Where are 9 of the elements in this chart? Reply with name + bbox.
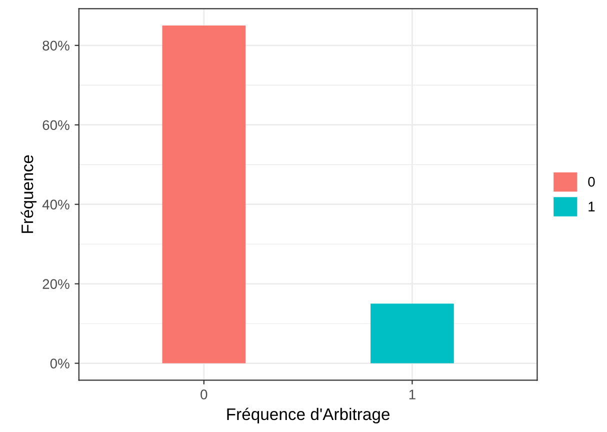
y-axis-title: Fréquence: [20, 155, 37, 233]
y-tick-label: 20%: [42, 279, 70, 289]
legend-label: 1: [588, 202, 595, 212]
y-tick-label: 40%: [42, 200, 70, 210]
x-axis-title: Fréquence d'Arbitrage: [227, 408, 390, 424]
y-tick-label: 60%: [42, 120, 70, 130]
y-tick-label: 80%: [42, 40, 70, 51]
legend-label: 0: [588, 176, 595, 187]
y-tick-label: 0%: [50, 358, 70, 368]
